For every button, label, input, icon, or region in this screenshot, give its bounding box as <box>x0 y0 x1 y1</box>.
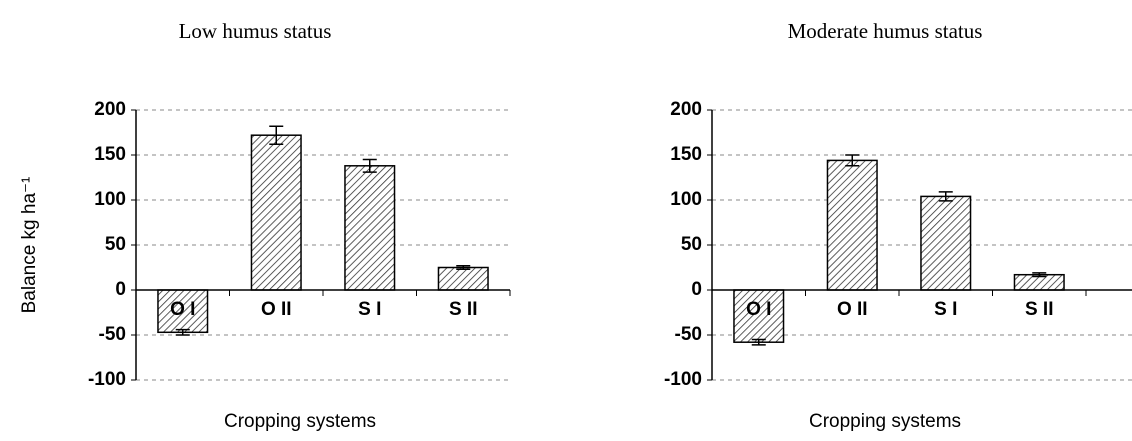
y-tick-label: 0 <box>115 279 126 300</box>
y-tick-label: 200 <box>670 99 702 120</box>
y-tick-label: 50 <box>105 234 126 255</box>
y-tick-label: 100 <box>94 189 126 210</box>
error-bar <box>845 154 860 167</box>
error-bar <box>362 158 377 173</box>
error-bar <box>751 338 766 346</box>
chart-title: Moderate humus status <box>788 19 983 43</box>
x-tick-label: S II <box>449 299 478 320</box>
x-tick-label: O II <box>837 299 868 320</box>
bar <box>250 134 302 291</box>
x-tick-label: S I <box>934 299 957 320</box>
bar <box>157 289 209 334</box>
x-tick-label: S I <box>358 299 381 320</box>
x-tick-label: S II <box>1025 299 1054 320</box>
chart-title: Low humus status <box>179 19 332 43</box>
x-tick-label: O II <box>261 299 292 320</box>
x-axis-label: Cropping systems <box>809 411 961 432</box>
x-axis-label: Cropping systems <box>224 411 376 432</box>
error-bar <box>938 191 953 202</box>
y-tick-label: 100 <box>670 189 702 210</box>
y-tick-label: -50 <box>99 324 126 345</box>
y-tick-label: 150 <box>94 144 126 165</box>
y-tick-label: 0 <box>691 279 702 300</box>
y-tick-label: -50 <box>675 324 702 345</box>
y-tick-label: 50 <box>681 234 702 255</box>
error-bar <box>175 328 190 336</box>
y-tick-label: -100 <box>664 369 702 390</box>
error-bar <box>456 264 471 271</box>
error-bar <box>269 125 284 145</box>
bar <box>920 195 972 291</box>
y-axis-label: Balance kg ha⁻¹ <box>19 177 40 314</box>
bar <box>344 165 396 291</box>
bar <box>826 159 878 291</box>
x-tick-label: O I <box>746 299 771 320</box>
y-tick-label: -100 <box>88 369 126 390</box>
bar <box>437 266 489 291</box>
y-tick-label: 150 <box>670 144 702 165</box>
y-tick-label: 200 <box>94 99 126 120</box>
x-tick-label: O I <box>170 299 195 320</box>
error-bar <box>1032 272 1047 278</box>
